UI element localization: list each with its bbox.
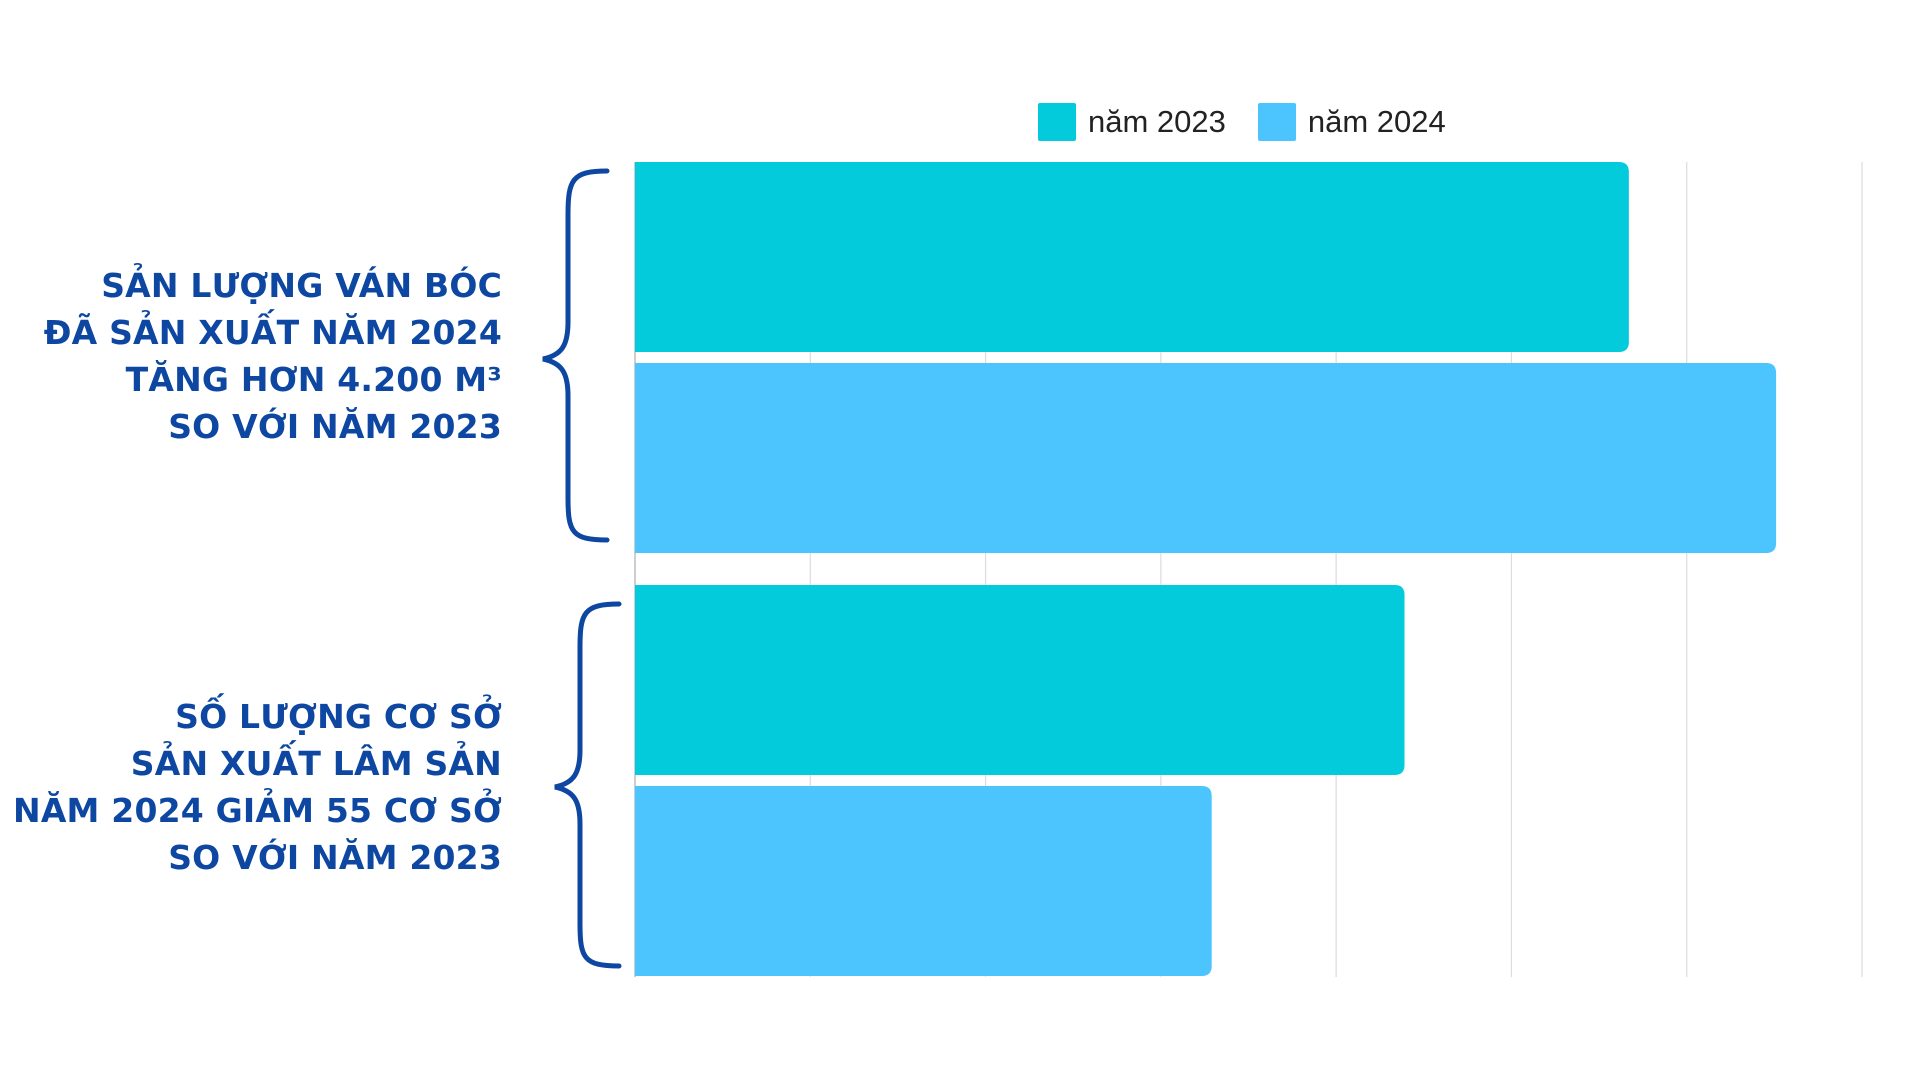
- bar-category-1-series-2023: [635, 162, 1629, 352]
- legend-item-2023: năm 2023: [1038, 103, 1226, 141]
- bars: [635, 162, 1777, 976]
- bar-category-2-series-2024: [635, 786, 1212, 976]
- bar-category-2-series-2023: [635, 585, 1405, 775]
- legend-swatch-2023: [1038, 103, 1076, 141]
- category-2-line-3: NĂM 2024 GIẢM 55 CƠ SỞ: [13, 791, 502, 830]
- brace-group-2: [554, 601, 622, 969]
- legend-swatch-2024: [1257, 103, 1296, 141]
- legend-item-2024: năm 2024: [1257, 103, 1446, 141]
- category-1-line-1: SẢN LƯỢNG VÁN BÓC: [101, 266, 502, 305]
- brace-group-1: [542, 168, 610, 543]
- category-2-line-2: SẢN XUẤT LÂM SẢN: [130, 744, 502, 783]
- category-label-2: SỐ LƯỢNG CƠ SỞ SẢN XUẤT LÂM SẢN NĂM 2024…: [0, 693, 502, 881]
- category-2-line-4: SO VỚI NĂM 2023: [168, 838, 502, 877]
- category-1-line-4: SO VỚI NĂM 2023: [168, 407, 502, 446]
- bar-category-1-series-2024: [635, 363, 1777, 553]
- category-1-line-3: TĂNG HƠN 4.200 M³: [125, 360, 502, 399]
- category-2-line-1: SỐ LƯỢNG CƠ SỞ: [175, 697, 502, 736]
- category-label-1: SẢN LƯỢNG VÁN BÓC ĐÃ SẢN XUẤT NĂM 2024 T…: [0, 262, 502, 450]
- legend-label-2024: năm 2024: [1307, 104, 1446, 139]
- legend: năm 2023 năm 2024: [1038, 103, 1478, 141]
- category-braces: [542, 168, 622, 969]
- legend-label-2023: năm 2023: [1088, 104, 1226, 139]
- category-1-line-2: ĐÃ SẢN XUẤT NĂM 2024: [43, 313, 502, 352]
